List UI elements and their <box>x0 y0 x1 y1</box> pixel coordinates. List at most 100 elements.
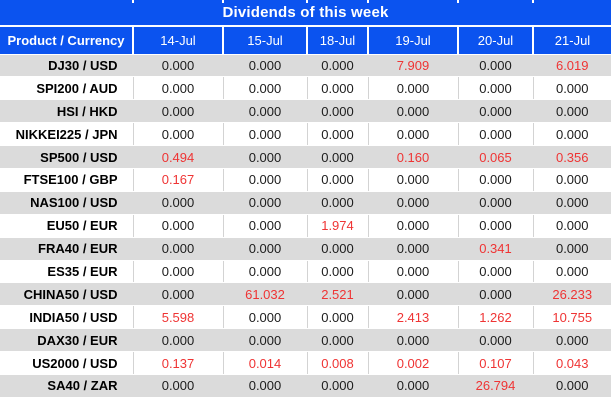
product-cell: DJ30 / USD <box>0 54 133 78</box>
dividend-cell: 0.000 <box>306 122 368 147</box>
product-cell: FTSE100 / GBP <box>0 168 133 192</box>
dividend-cell: 7.909 <box>367 54 458 78</box>
dividend-cell: 0.000 <box>457 76 533 101</box>
dividend-cell: 0.000 <box>532 99 611 124</box>
product-cell: HSI / HKD <box>0 99 133 124</box>
dividend-cell: 0.000 <box>132 374 223 399</box>
table-row: NIKKEI225 / JPN 0.000 0.000 0.000 0.000 … <box>0 122 611 147</box>
column-tick <box>132 0 134 3</box>
product-cell: US2000 / USD <box>0 351 133 375</box>
dividend-cell: 1.974 <box>306 214 368 238</box>
dividend-cell: 0.008 <box>306 351 368 375</box>
dividend-cell: 0.000 <box>222 99 307 124</box>
dividend-cell: 0.000 <box>222 145 307 169</box>
dividend-cell: 0.000 <box>532 168 611 192</box>
table-row: US2000 / USD 0.137 0.014 0.008 0.002 0.1… <box>0 351 611 375</box>
dividend-cell: 0.000 <box>367 191 458 215</box>
product-cell: SA40 / ZAR <box>0 374 133 399</box>
dividend-cell: 26.233 <box>532 282 611 307</box>
dividend-cell: 0.000 <box>457 54 533 78</box>
dividend-cell: 0.000 <box>457 191 533 215</box>
dividend-cell: 0.000 <box>132 237 223 261</box>
dividend-cell: 0.000 <box>367 282 458 307</box>
dividend-cell: 0.000 <box>457 328 533 353</box>
table-row: DAX30 / EUR 0.000 0.000 0.000 0.000 0.00… <box>0 328 611 353</box>
dividends-tbody: DJ30 / USD 0.000 0.000 0.000 7.909 0.000… <box>0 54 611 399</box>
dividend-cell: 0.000 <box>222 191 307 215</box>
dividend-cell: 0.000 <box>222 214 307 238</box>
dividend-cell: 0.000 <box>306 99 368 124</box>
dividend-cell: 0.000 <box>532 76 611 101</box>
dividend-cell: 0.000 <box>457 99 533 124</box>
dividend-cell: 0.000 <box>306 168 368 192</box>
dividend-cell: 0.000 <box>532 214 611 238</box>
dividend-cell: 0.000 <box>457 214 533 238</box>
dividend-cell: 0.000 <box>532 374 611 399</box>
dividend-cell: 5.598 <box>132 305 223 330</box>
table-row: SPI200 / AUD 0.000 0.000 0.000 0.000 0.0… <box>0 76 611 101</box>
dividend-cell: 0.494 <box>132 145 223 169</box>
dividend-cell: 0.356 <box>532 145 611 169</box>
dividend-cell: 0.000 <box>367 214 458 238</box>
table-row: DJ30 / USD 0.000 0.000 0.000 7.909 0.000… <box>0 54 611 78</box>
dividend-cell: 0.000 <box>306 76 368 101</box>
title-bar: Dividends of this week <box>0 0 611 27</box>
column-tick <box>532 0 534 3</box>
dividend-cell: 0.000 <box>132 328 223 353</box>
dividend-cell: 0.000 <box>306 145 368 169</box>
product-cell: CHINA50 / USD <box>0 282 133 307</box>
dividends-table: Product / Currency 14-Jul 15-Jul 18-Jul … <box>0 27 611 399</box>
table-row: EU50 / EUR 0.000 0.000 1.974 0.000 0.000… <box>0 214 611 238</box>
column-tick <box>367 0 369 3</box>
date-header: 15-Jul <box>222 27 307 55</box>
dividend-cell: 0.000 <box>532 328 611 353</box>
dividend-cell: 0.000 <box>132 122 223 147</box>
table-header: Product / Currency 14-Jul 15-Jul 18-Jul … <box>0 27 611 55</box>
dividend-cell: 61.032 <box>222 282 307 307</box>
product-currency-header: Product / Currency <box>0 27 133 55</box>
product-cell: EU50 / EUR <box>0 214 133 238</box>
column-tick <box>306 0 308 3</box>
table-row: INDIA50 / USD 5.598 0.000 0.000 2.413 1.… <box>0 305 611 330</box>
dividend-cell: 0.000 <box>222 305 307 330</box>
product-cell: SPI200 / AUD <box>0 76 133 101</box>
date-header: 14-Jul <box>132 27 223 55</box>
dividend-cell: 10.755 <box>532 305 611 330</box>
dividend-cell: 0.000 <box>222 168 307 192</box>
dividend-cell: 0.341 <box>457 237 533 261</box>
dividend-cell: 0.000 <box>367 260 458 284</box>
dividend-cell: 0.000 <box>306 237 368 261</box>
table-row: SP500 / USD 0.494 0.000 0.000 0.160 0.06… <box>0 145 611 169</box>
dividend-cell: 0.107 <box>457 351 533 375</box>
dividend-cell: 0.000 <box>367 328 458 353</box>
dividend-cell: 0.000 <box>532 237 611 261</box>
dividend-cell: 0.137 <box>132 351 223 375</box>
product-cell: ES35 / EUR <box>0 260 133 284</box>
dividend-cell: 0.000 <box>222 76 307 101</box>
dividend-cell: 0.000 <box>132 54 223 78</box>
table-row: NAS100 / USD 0.000 0.000 0.000 0.000 0.0… <box>0 191 611 215</box>
product-cell: INDIA50 / USD <box>0 305 133 330</box>
dividend-cell: 0.000 <box>132 76 223 101</box>
dividend-cell: 0.167 <box>132 168 223 192</box>
dividend-cell: 0.000 <box>532 122 611 147</box>
dividend-cell: 0.000 <box>306 374 368 399</box>
dividend-cell: 0.000 <box>222 54 307 78</box>
dividend-cell: 0.000 <box>306 191 368 215</box>
table-row: SA40 / ZAR 0.000 0.000 0.000 0.000 26.79… <box>0 374 611 399</box>
column-tick <box>457 0 459 3</box>
page-title: Dividends of this week <box>222 4 389 21</box>
dividend-cell: 0.000 <box>132 99 223 124</box>
dividend-cell: 0.000 <box>306 54 368 78</box>
dividend-cell: 26.794 <box>457 374 533 399</box>
dividend-cell: 0.000 <box>457 260 533 284</box>
dividend-cell: 0.160 <box>367 145 458 169</box>
dividend-cell: 0.000 <box>367 76 458 101</box>
dividend-cell: 0.000 <box>457 122 533 147</box>
dividend-cell: 0.000 <box>222 328 307 353</box>
dividend-cell: 0.000 <box>367 237 458 261</box>
product-cell: NAS100 / USD <box>0 191 133 215</box>
table-row: FRA40 / EUR 0.000 0.000 0.000 0.000 0.34… <box>0 237 611 261</box>
dividend-cell: 0.000 <box>532 260 611 284</box>
